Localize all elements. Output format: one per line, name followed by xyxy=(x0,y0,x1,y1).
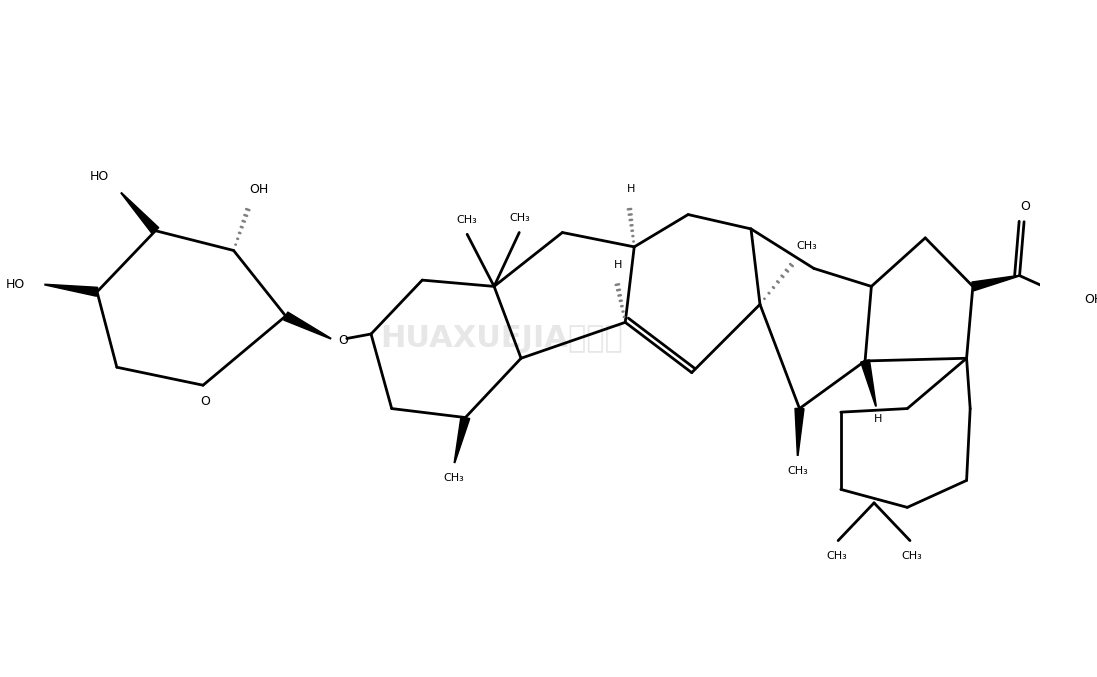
Text: CH₃: CH₃ xyxy=(826,551,847,561)
Text: H: H xyxy=(614,260,622,270)
Text: CH₃: CH₃ xyxy=(788,466,808,475)
Text: CH₃: CH₃ xyxy=(902,551,923,561)
Text: OH: OH xyxy=(249,183,269,196)
Polygon shape xyxy=(972,276,1019,291)
Polygon shape xyxy=(45,284,98,297)
Text: CH₃: CH₃ xyxy=(510,213,531,223)
Text: O: O xyxy=(1020,200,1030,213)
Text: H: H xyxy=(626,184,635,194)
Polygon shape xyxy=(284,312,331,338)
Text: CH₃: CH₃ xyxy=(796,241,817,251)
Text: O: O xyxy=(200,395,210,408)
Text: OH: OH xyxy=(1085,293,1097,307)
Text: O: O xyxy=(338,334,348,347)
Text: HUAXUEJIA化学加: HUAXUEJIA化学加 xyxy=(380,324,623,353)
Text: CH₃: CH₃ xyxy=(456,215,476,225)
Text: HO: HO xyxy=(5,278,25,291)
Polygon shape xyxy=(861,360,877,406)
Polygon shape xyxy=(121,193,159,234)
Text: H: H xyxy=(873,414,882,424)
Text: CH₃: CH₃ xyxy=(443,473,464,483)
Polygon shape xyxy=(795,408,804,456)
Polygon shape xyxy=(454,416,470,462)
Text: HO: HO xyxy=(90,171,109,183)
